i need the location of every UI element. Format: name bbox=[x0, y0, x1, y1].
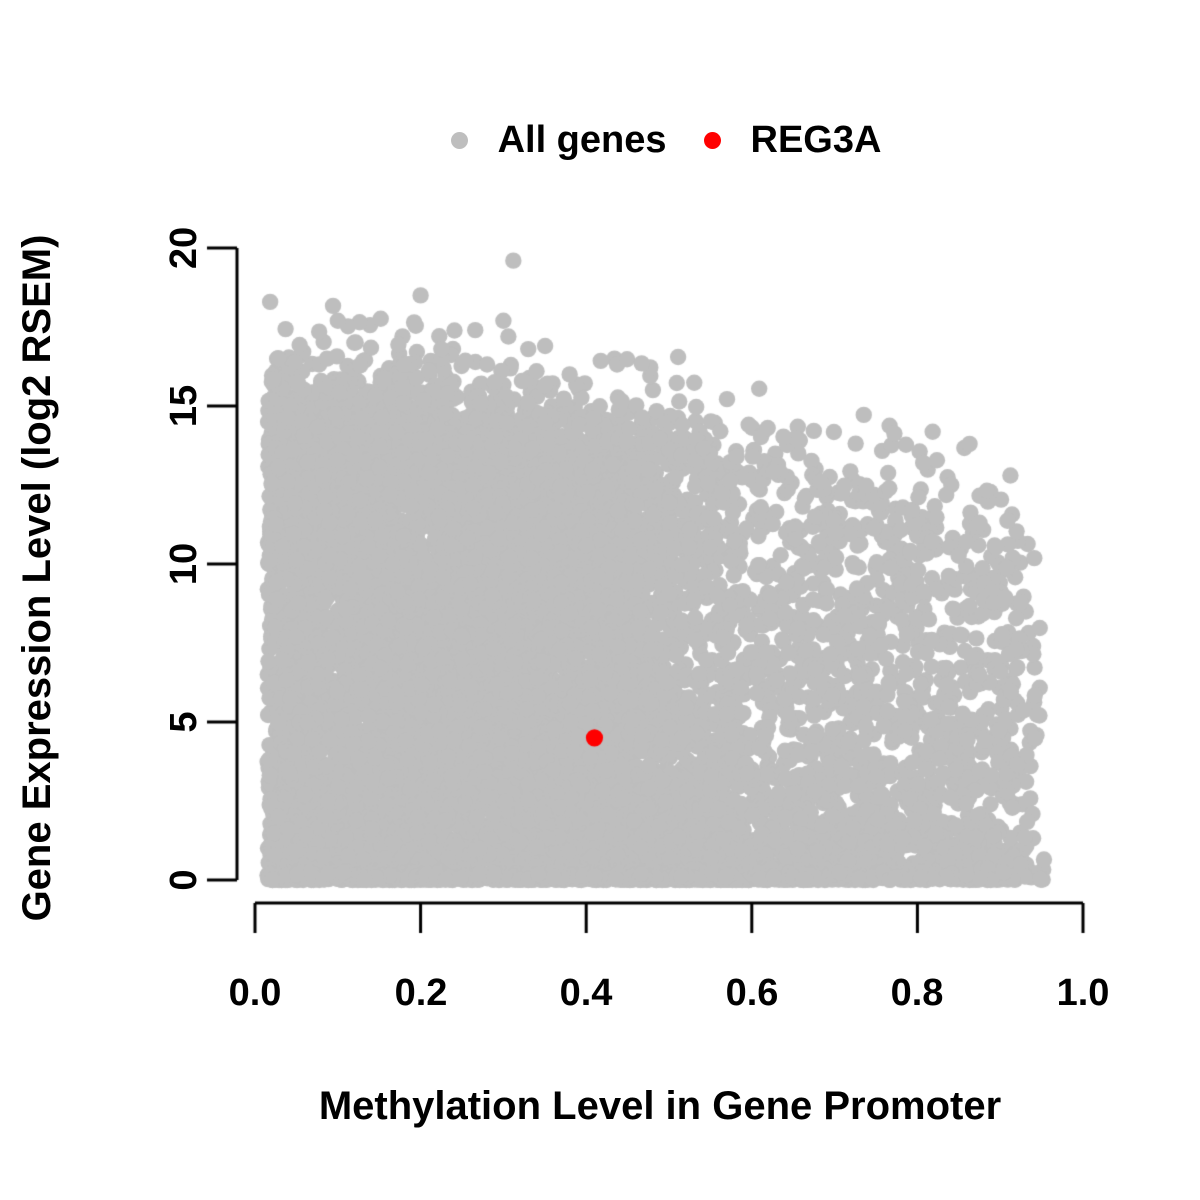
x-axis-title: Methylation Level in Gene Promoter bbox=[318, 1084, 1002, 1128]
legend-label-all-genes: All genes bbox=[497, 118, 667, 161]
y-tick-label: 10 bbox=[163, 542, 205, 586]
y-tick-label: 20 bbox=[163, 226, 205, 270]
y-axis-title: Gene Expression Level (log2 RSEM) bbox=[15, 234, 59, 922]
x-tick-label: 0.8 bbox=[890, 972, 944, 1014]
y-tick-label: 5 bbox=[163, 711, 205, 733]
x-tick-label: 1.0 bbox=[1056, 972, 1110, 1014]
all-genes-marker-icon bbox=[450, 131, 468, 149]
y-tick-label: 0 bbox=[163, 869, 205, 891]
legend-label-reg3a: REG3A bbox=[750, 118, 882, 161]
reg3a-marker-icon bbox=[703, 131, 721, 149]
legend: All genes REG3A bbox=[66, 115, 1200, 165]
y-tick-label: 15 bbox=[163, 384, 205, 428]
x-tick-label: 0.2 bbox=[394, 972, 448, 1014]
legend-item-reg3a: REG3A bbox=[703, 118, 882, 162]
x-tick-label: 0.0 bbox=[228, 972, 282, 1014]
legend-item-all-genes: All genes bbox=[450, 118, 667, 162]
x-tick-label: 0.4 bbox=[559, 972, 613, 1014]
x-tick-label: 0.6 bbox=[725, 972, 779, 1014]
